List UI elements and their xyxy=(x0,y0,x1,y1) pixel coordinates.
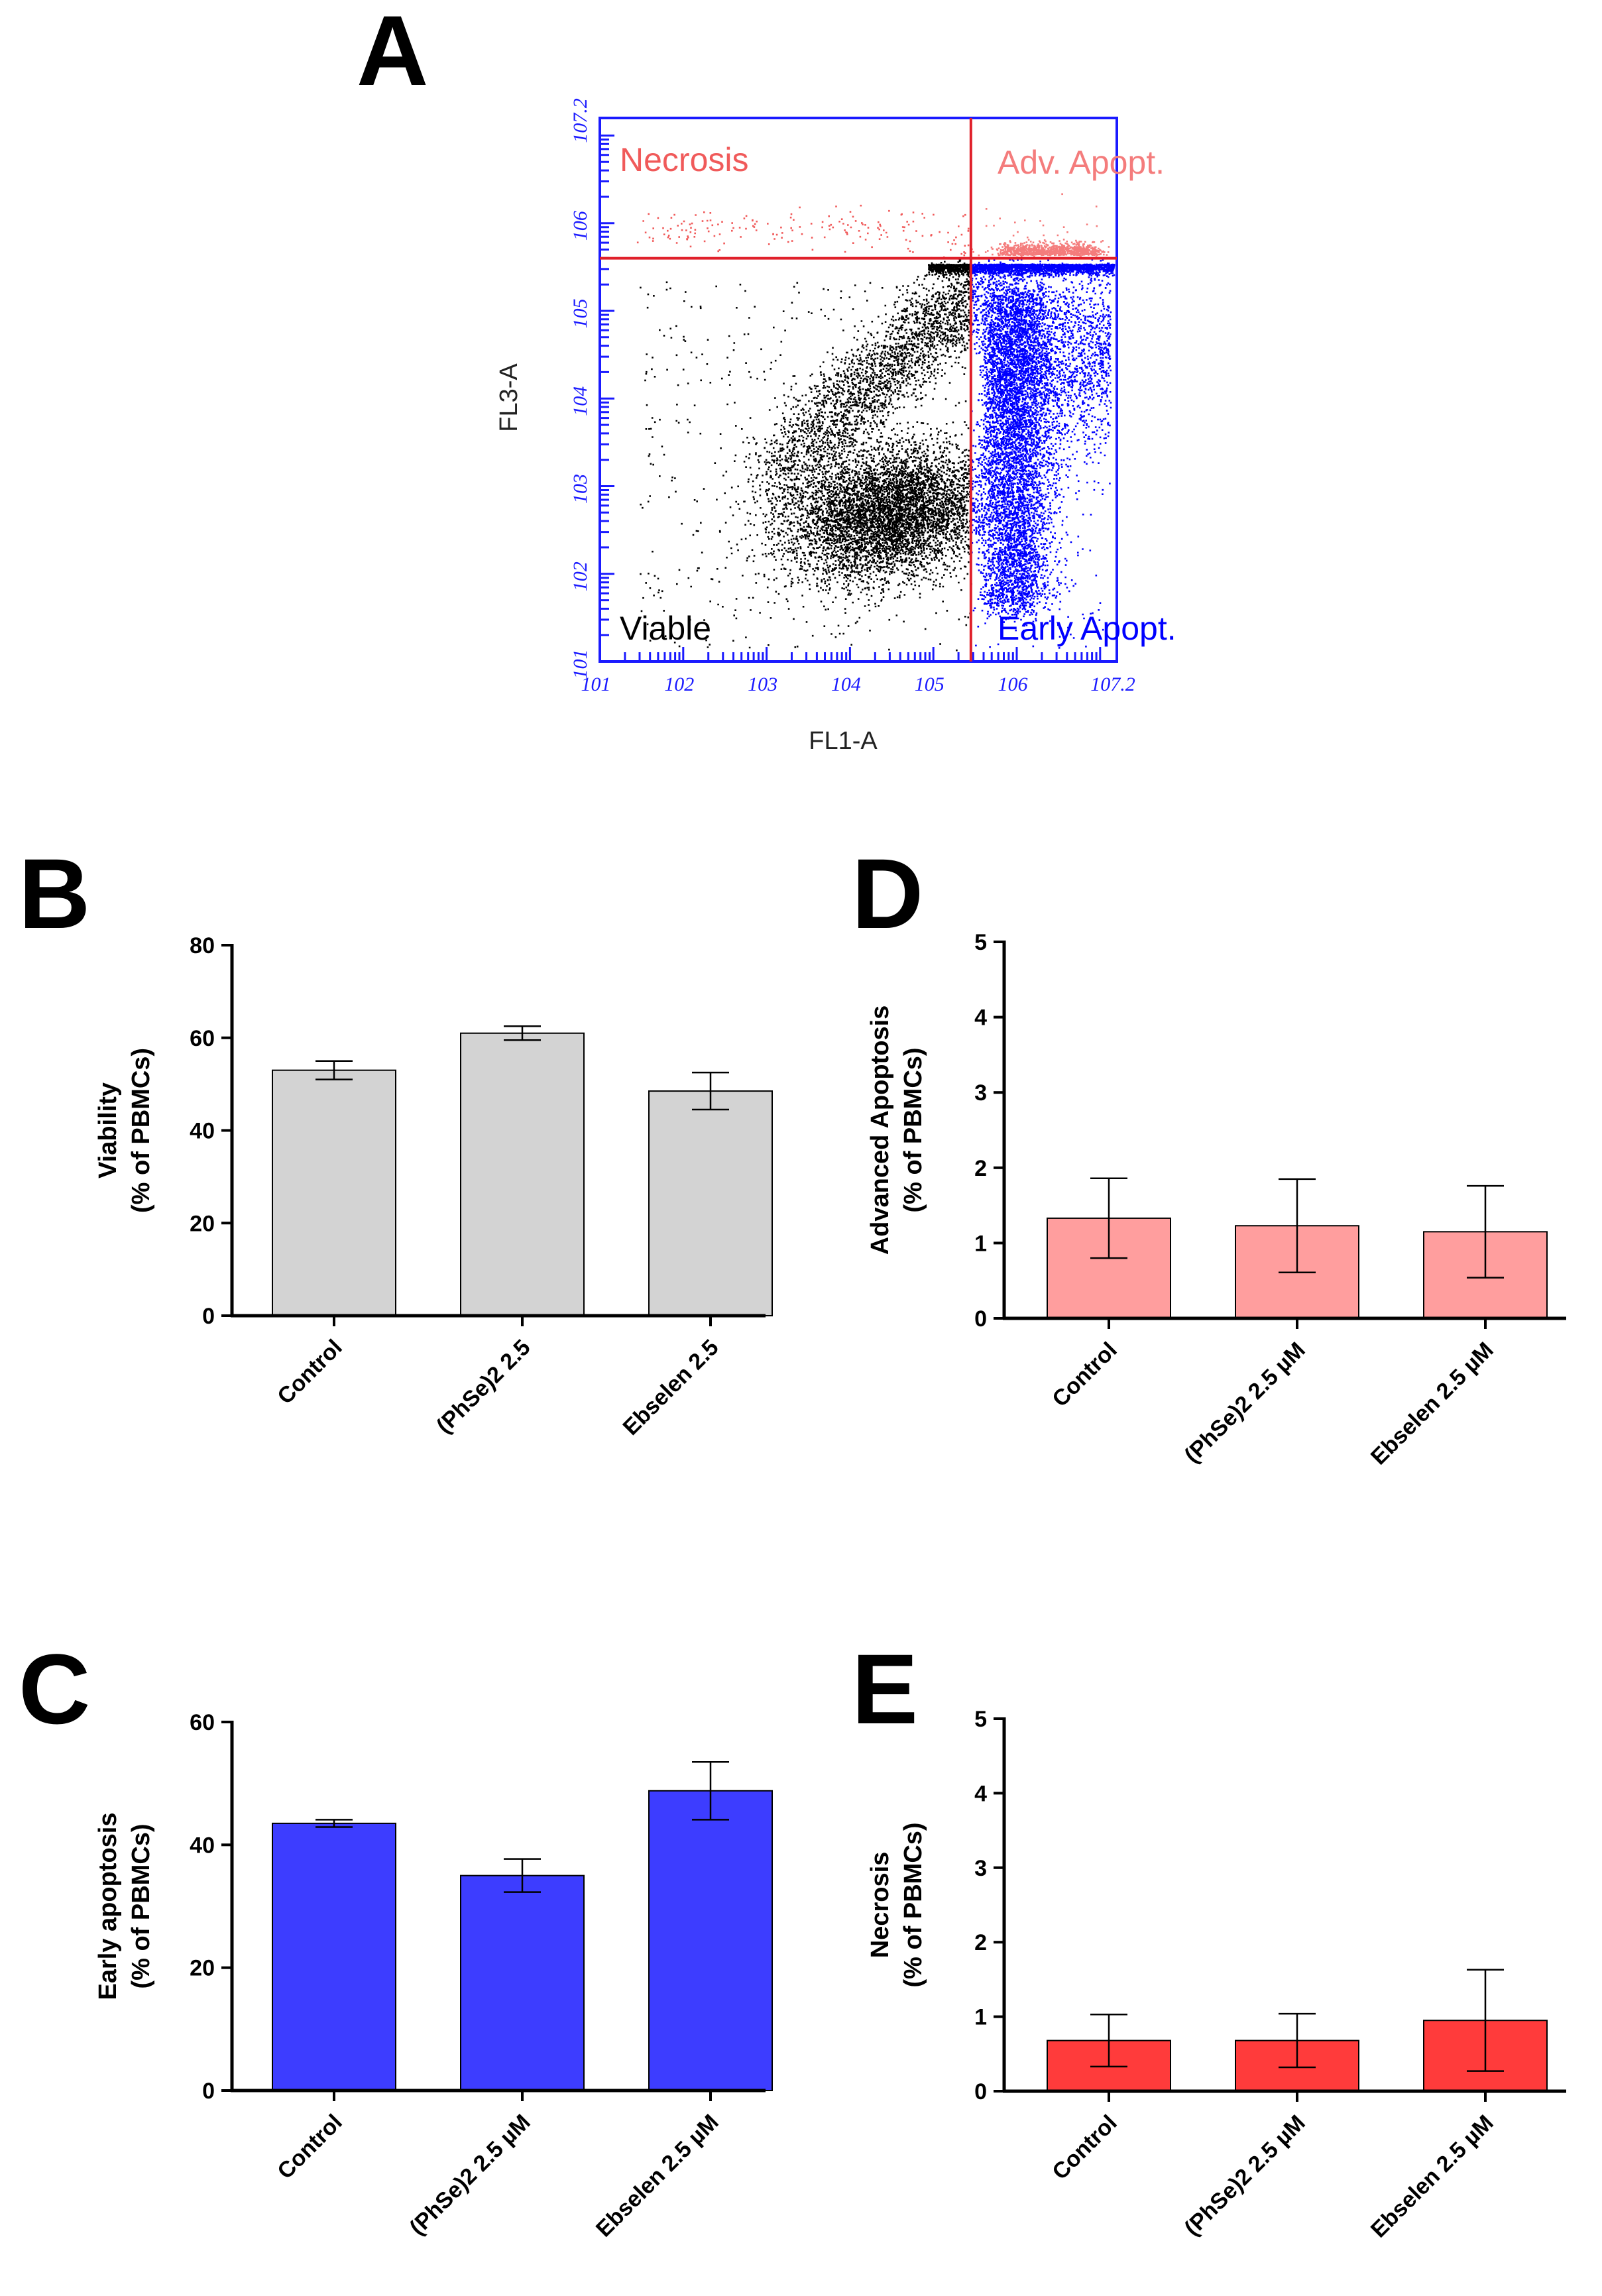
flow-x-tick-label-0: 101 xyxy=(581,673,611,695)
scatter-population-1 xyxy=(970,258,1116,649)
flow-x-tick-label-2: 103 xyxy=(748,673,777,695)
y-tick-label-d-0: 0 xyxy=(974,1306,987,1332)
panel-letter-a: A xyxy=(357,0,428,106)
flow-y-tick-label-4: 105 xyxy=(569,298,591,328)
y-axis-subtitle-d: (% of PBMCs) xyxy=(899,1047,927,1212)
flow-x-tick-label-6: 107.2 xyxy=(1090,673,1135,695)
y-axis-subtitle-c: (% of PBMCs) xyxy=(127,1823,155,1988)
flow-quadrant-gates xyxy=(600,118,1117,661)
error-bar-c-0 xyxy=(315,1819,353,1828)
y-tick-label-b-3: 60 xyxy=(190,1026,215,1051)
flow-cytometry-plot: 101 102 103 104 105 106 107.2 101 102 103 104 105 10… xyxy=(495,98,1176,755)
y-tick-label-d-5: 5 xyxy=(974,930,987,955)
y-tick-label-e-4: 4 xyxy=(974,1781,987,1806)
quadrant-label-early-apopt: Early Apopt. xyxy=(998,610,1176,647)
error-bar-c-1 xyxy=(504,1858,541,1893)
y-axis-subtitle-b: (% of PBMCs) xyxy=(127,1048,155,1213)
bar-b-2 xyxy=(648,1090,773,1316)
y-tick-label-c-3: 60 xyxy=(190,1710,215,1735)
flow-frame xyxy=(599,117,1118,663)
y-tick-label-c-2: 40 xyxy=(190,1833,215,1858)
y-tick-label-b-0: 0 xyxy=(202,1304,215,1329)
y-tick-label-d-3: 3 xyxy=(974,1080,987,1106)
y-tick-label-c-0: 0 xyxy=(202,2079,215,2104)
bar-b-1 xyxy=(460,1032,585,1316)
flow-x-tick-label-3: 104 xyxy=(831,673,861,695)
flow-minor-ticks xyxy=(599,135,1102,663)
error-bar-e-2 xyxy=(1467,1969,1504,2072)
error-bar-c-2 xyxy=(692,1760,729,1821)
flow-y-axis-title: FL3-A xyxy=(495,363,523,432)
quadrant-label-adv-apopt: Adv. Apopt. xyxy=(998,144,1165,181)
y-tick-label-e-1: 1 xyxy=(974,2005,987,2030)
flow-x-tick-label-5: 106 xyxy=(998,673,1028,695)
y-axis-title-e: Necrosis xyxy=(866,1852,894,1959)
y-tick-label-c-1: 20 xyxy=(190,1956,215,1981)
flow-y-tick-label-5: 106 xyxy=(569,211,591,241)
error-bar-e-1 xyxy=(1279,2012,1316,2069)
error-bar-d-1 xyxy=(1279,1178,1316,1273)
flow-y-tick-label-3: 104 xyxy=(569,386,591,416)
panel-letter-b: B xyxy=(19,838,90,949)
error-bar-b-2 xyxy=(692,1071,729,1111)
y-tick-label-e-3: 3 xyxy=(974,1856,987,1881)
y-tick-label-d-4: 4 xyxy=(974,1005,987,1031)
error-bar-e-0 xyxy=(1090,2013,1127,2068)
quadrant-label-necrosis: Necrosis xyxy=(620,141,748,178)
quadrant-label-viable: Viable xyxy=(620,610,711,647)
y-axis-title-c: Early apoptosis xyxy=(94,1813,122,2000)
error-bar-b-0 xyxy=(315,1060,353,1080)
flow-y-tick-label-0: 101 xyxy=(569,650,591,679)
y-tick-label-b-4: 80 xyxy=(190,933,215,958)
flow-scatter-points xyxy=(636,193,1116,652)
y-tick-label-e-2: 2 xyxy=(974,1930,987,1955)
error-bar-b-1 xyxy=(504,1025,541,1041)
y-axis-title-d: Advanced Apoptosis xyxy=(866,1005,894,1255)
panel-letter-e: E xyxy=(852,1633,918,1745)
flow-x-tick-label-1: 102 xyxy=(664,673,694,695)
flow-x-axis-title: FL1-A xyxy=(809,727,878,755)
flow-y-tick-label-1: 102 xyxy=(569,561,591,591)
bar-c-0 xyxy=(272,1822,396,2091)
y-tick-label-b-2: 40 xyxy=(190,1119,215,1144)
y-axis-subtitle-e: (% of PBMCs) xyxy=(899,1822,927,1987)
flow-axes: 101 102 103 104 105 106 107.2 101 102 103 104 105 10… xyxy=(569,98,1135,695)
y-tick-label-e-5: 5 xyxy=(974,1707,987,1732)
error-bar-d-0 xyxy=(1090,1177,1127,1259)
panel-letter-c: C xyxy=(19,1633,90,1745)
bar-b-0 xyxy=(272,1069,396,1316)
panel-letter-d: D xyxy=(852,838,923,949)
error-bar-d-2 xyxy=(1467,1184,1504,1279)
scatter-population-0 xyxy=(640,258,973,652)
y-tick-label-d-1: 1 xyxy=(974,1231,987,1256)
bar-c-1 xyxy=(460,1874,585,2092)
bar-c-2 xyxy=(648,1790,773,2091)
y-tick-label-d-2: 2 xyxy=(974,1156,987,1181)
flow-y-tick-label-6: 107.2 xyxy=(569,98,591,143)
flow-y-tick-label-2: 103 xyxy=(569,474,591,504)
y-tick-label-e-0: 0 xyxy=(974,2079,987,2104)
y-axis-title-b: Viability xyxy=(94,1082,122,1178)
flow-x-tick-label-4: 105 xyxy=(915,673,944,695)
scatter-population-3 xyxy=(971,193,1110,260)
y-tick-label-b-1: 20 xyxy=(190,1211,215,1236)
